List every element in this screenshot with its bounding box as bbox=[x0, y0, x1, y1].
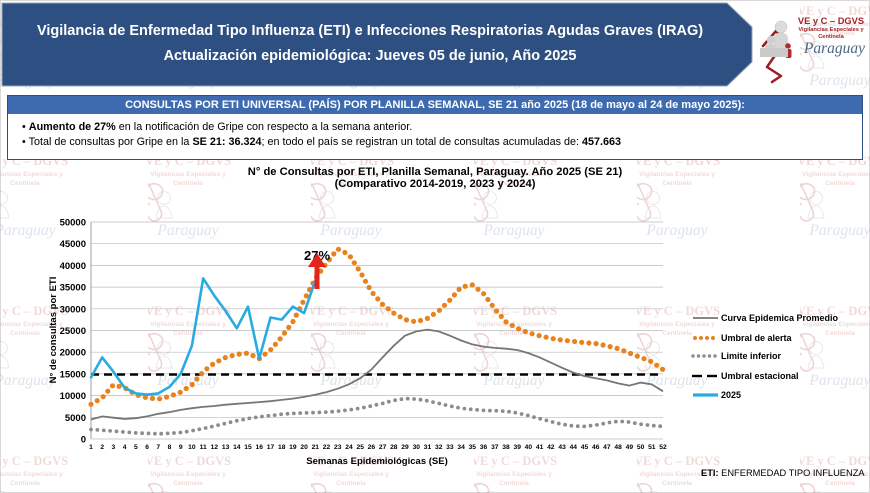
svg-text:Umbral de alerta: Umbral de alerta bbox=[721, 333, 793, 343]
svg-text:3: 3 bbox=[112, 444, 116, 451]
svg-text:48: 48 bbox=[614, 444, 622, 451]
svg-text:39: 39 bbox=[513, 444, 521, 451]
svg-text:10: 10 bbox=[188, 444, 196, 451]
svg-text:30000: 30000 bbox=[60, 304, 86, 315]
svg-text:7: 7 bbox=[156, 444, 160, 451]
svg-text:51: 51 bbox=[648, 444, 656, 451]
svg-text:1: 1 bbox=[89, 444, 93, 451]
svg-text:24: 24 bbox=[345, 444, 353, 451]
svg-text:20000: 20000 bbox=[60, 348, 86, 359]
svg-text:23: 23 bbox=[334, 444, 342, 451]
svg-text:8: 8 bbox=[168, 444, 172, 451]
svg-text:33: 33 bbox=[446, 444, 454, 451]
svg-text:43: 43 bbox=[558, 444, 566, 451]
svg-text:21: 21 bbox=[312, 444, 320, 451]
svg-text:10000: 10000 bbox=[60, 391, 86, 402]
svg-text:17: 17 bbox=[267, 444, 275, 451]
svg-text:18: 18 bbox=[278, 444, 286, 451]
svg-text:32: 32 bbox=[435, 444, 443, 451]
svg-text:26: 26 bbox=[368, 444, 376, 451]
svg-text:25: 25 bbox=[356, 444, 364, 451]
svg-text:Umbral estacional: Umbral estacional bbox=[721, 371, 799, 381]
svg-text:N° de consultas por ETI: N° de consultas por ETI bbox=[48, 277, 59, 384]
svg-text:16: 16 bbox=[255, 444, 263, 451]
svg-text:46: 46 bbox=[592, 444, 600, 451]
svg-text:2: 2 bbox=[100, 444, 104, 451]
svg-text:44: 44 bbox=[570, 444, 578, 451]
svg-text:11: 11 bbox=[200, 444, 207, 451]
svg-text:41: 41 bbox=[536, 444, 544, 451]
svg-text:Semanas Epidemiológicas (SE): Semanas Epidemiológicas (SE) bbox=[306, 456, 448, 467]
svg-text:25000: 25000 bbox=[60, 326, 86, 337]
svg-text:ETI: ENFERMEDAD TIPO INFLUENZA: ETI: ENFERMEDAD TIPO INFLUENZA bbox=[701, 468, 865, 478]
svg-text:15: 15 bbox=[244, 444, 252, 451]
svg-text:19: 19 bbox=[289, 444, 297, 451]
svg-text:12: 12 bbox=[211, 444, 219, 451]
svg-text:27: 27 bbox=[379, 444, 387, 451]
svg-text:28: 28 bbox=[390, 444, 398, 451]
svg-text:34: 34 bbox=[457, 444, 465, 451]
svg-text:37: 37 bbox=[491, 444, 499, 451]
svg-text:15000: 15000 bbox=[60, 369, 86, 380]
svg-text:35000: 35000 bbox=[60, 283, 86, 294]
svg-text:30: 30 bbox=[413, 444, 421, 451]
svg-text:35: 35 bbox=[469, 444, 477, 451]
svg-text:0: 0 bbox=[81, 435, 86, 446]
svg-text:50: 50 bbox=[637, 444, 645, 451]
svg-text:22: 22 bbox=[323, 444, 331, 451]
svg-text:45: 45 bbox=[581, 444, 589, 451]
svg-text:36: 36 bbox=[480, 444, 488, 451]
svg-text:Curva Epidemica Promedio: Curva Epidemica Promedio bbox=[721, 313, 839, 323]
svg-text:31: 31 bbox=[424, 444, 432, 451]
svg-text:9: 9 bbox=[179, 444, 183, 451]
svg-text:4: 4 bbox=[123, 444, 127, 451]
svg-text:6: 6 bbox=[145, 444, 149, 451]
svg-text:49: 49 bbox=[626, 444, 634, 451]
svg-text:Limite inferior: Limite inferior bbox=[721, 351, 782, 361]
svg-text:42: 42 bbox=[547, 444, 555, 451]
svg-text:40000: 40000 bbox=[60, 261, 86, 272]
svg-text:29: 29 bbox=[401, 444, 409, 451]
svg-text:38: 38 bbox=[502, 444, 510, 451]
svg-text:45000: 45000 bbox=[60, 239, 86, 250]
svg-text:13: 13 bbox=[222, 444, 230, 451]
svg-text:2025: 2025 bbox=[721, 390, 741, 400]
svg-text:5000: 5000 bbox=[65, 413, 86, 424]
svg-text:14: 14 bbox=[233, 444, 241, 451]
svg-text:47: 47 bbox=[603, 444, 611, 451]
svg-text:50000: 50000 bbox=[60, 218, 86, 229]
svg-text:40: 40 bbox=[525, 444, 533, 451]
svg-text:20: 20 bbox=[300, 444, 308, 451]
svg-text:52: 52 bbox=[659, 444, 667, 451]
svg-text:5: 5 bbox=[134, 444, 138, 451]
